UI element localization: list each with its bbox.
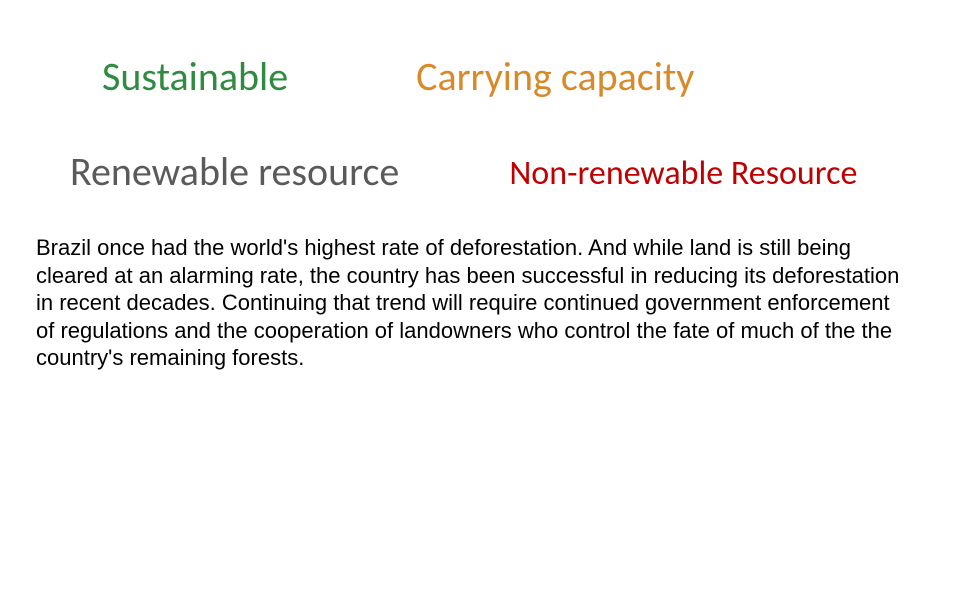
terms-row-2: Renewable resource Non-renewable Resourc… — [0, 147, 960, 196]
term-renewable: Renewable resource — [70, 147, 399, 196]
body-paragraph: Brazil once had the world's highest rate… — [36, 234, 912, 372]
term-nonrenewable: Non-renewable Resource — [509, 153, 857, 196]
term-sustainable: Sustainable — [102, 52, 288, 101]
term-carrying-capacity: Carrying capacity — [416, 52, 694, 101]
terms-row-1: Sustainable Carrying capacity — [0, 52, 960, 101]
